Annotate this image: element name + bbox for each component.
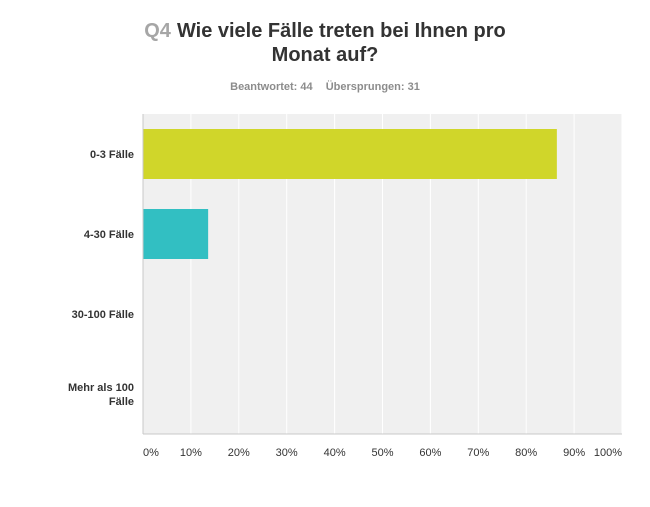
response-stats: Beantwortet: 44 Übersprungen: 31 [0, 81, 650, 93]
x-tick-label: 30% [276, 447, 298, 459]
category-label: 30-100 Fälle [72, 309, 134, 321]
x-tick-label: 90% [563, 447, 585, 459]
x-tick-label: 60% [419, 447, 441, 459]
x-tick-label: 20% [228, 447, 250, 459]
x-tick-label: 70% [467, 447, 489, 459]
chart-title: Q4 Wie viele Fälle treten bei Ihnen pro M… [140, 19, 510, 67]
x-tick-label: 80% [515, 447, 537, 459]
bar [143, 209, 209, 259]
category-label: Fälle [109, 396, 134, 408]
skipped-count: Übersprungen: 31 [325, 81, 420, 93]
question-title-line1: Wie viele Fälle treten bei Ihnen pro [176, 20, 506, 42]
bar [143, 129, 557, 179]
answered-count: Beantwortet: 44 [230, 81, 313, 93]
category-label: 0-3 Fälle [90, 149, 134, 161]
x-tick-label: 10% [180, 447, 202, 459]
question-number: Q4 [144, 20, 171, 42]
x-tick-label: 50% [371, 447, 393, 459]
x-tick-label: 40% [324, 447, 346, 459]
question-title-line2: Monat auf? [271, 44, 379, 66]
x-tick-label: 0% [143, 447, 159, 459]
category-label: 4-30 Fälle [84, 229, 134, 241]
category-label: Mehr als 100 [68, 382, 134, 394]
x-tick-label: 100% [594, 447, 622, 459]
